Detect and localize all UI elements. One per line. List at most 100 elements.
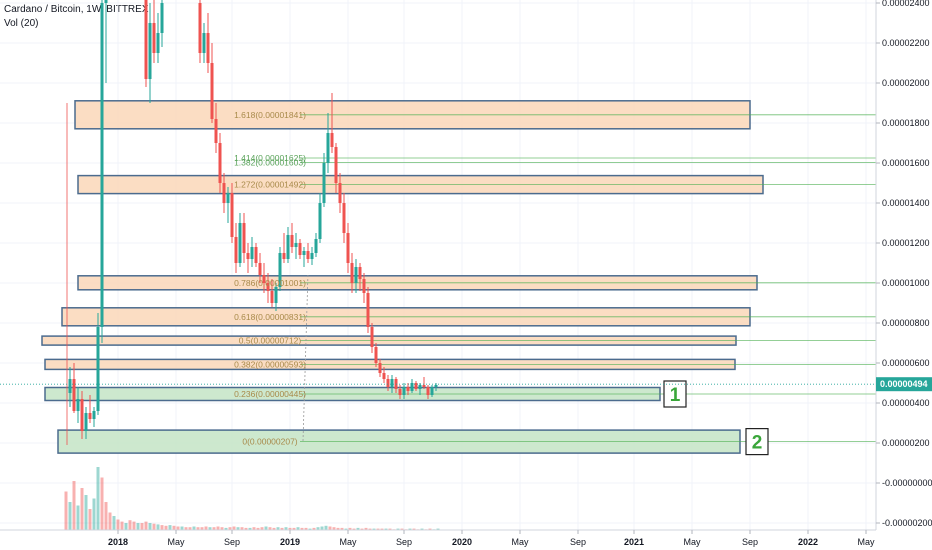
candle-down[interactable] (378, 363, 382, 373)
y-tick-label: 0.00001200 (882, 238, 930, 248)
candle-down[interactable] (374, 347, 378, 363)
candle-up[interactable] (76, 399, 80, 411)
candle-up[interactable] (286, 235, 290, 259)
candle-up[interactable] (418, 385, 422, 389)
candle-down[interactable] (198, 3, 202, 53)
candle-up[interactable] (274, 287, 278, 303)
volume-indicator-label[interactable]: Vol (20) (4, 18, 39, 29)
candle-down[interactable] (342, 203, 346, 233)
candle-down[interactable] (282, 253, 286, 259)
candle-down[interactable] (266, 283, 270, 291)
candle-up[interactable] (148, 23, 152, 79)
candle-up[interactable] (202, 33, 206, 53)
candle-down[interactable] (218, 143, 222, 183)
candle-up[interactable] (302, 251, 306, 255)
candle-down[interactable] (80, 399, 84, 431)
candle-down[interactable] (358, 267, 362, 279)
candle-up[interactable] (310, 253, 314, 259)
candle-up[interactable] (434, 385, 438, 387)
candle-up[interactable] (326, 133, 330, 163)
candle-up[interactable] (104, 0, 108, 3)
volume-bar (372, 528, 376, 530)
candle-up[interactable] (322, 163, 326, 203)
volume-bar (128, 520, 132, 530)
volume-bar (192, 526, 196, 530)
volume-bar (176, 526, 180, 530)
candle-up[interactable] (238, 223, 242, 263)
candle-down[interactable] (206, 33, 210, 63)
candle-down[interactable] (370, 327, 374, 347)
candle-down[interactable] (414, 383, 418, 389)
candle-up[interactable] (100, 3, 104, 327)
candle-up[interactable] (294, 243, 298, 247)
candle-down[interactable] (214, 119, 218, 143)
candle-up[interactable] (402, 387, 406, 395)
volume-bar (96, 467, 100, 530)
zone-marker-box[interactable] (745, 428, 769, 456)
candle-down[interactable] (422, 385, 426, 387)
candle-down[interactable] (72, 379, 76, 411)
candle-down[interactable] (350, 263, 354, 283)
candle-down[interactable] (222, 183, 226, 203)
volume-bar (108, 512, 112, 530)
candle-up[interactable] (160, 3, 164, 33)
volume-bar (132, 521, 136, 530)
candle-down[interactable] (242, 223, 246, 253)
candle-down[interactable] (346, 233, 350, 263)
candle-up[interactable] (68, 379, 72, 393)
candle-down[interactable] (234, 237, 238, 263)
volume-bar (240, 527, 244, 530)
candle-up[interactable] (92, 411, 96, 419)
current-price-tag[interactable] (876, 377, 932, 392)
candle-up[interactable] (354, 267, 358, 283)
candle-down[interactable] (426, 387, 430, 395)
candle-down[interactable] (406, 387, 410, 391)
volume-bar (228, 527, 232, 530)
volume-bar (340, 527, 344, 530)
candle-up[interactable] (96, 327, 100, 411)
candle-up[interactable] (250, 247, 254, 259)
candle-up[interactable] (318, 203, 322, 239)
candle-down[interactable] (258, 263, 262, 275)
candle-down[interactable] (262, 275, 266, 283)
volume-bar (280, 527, 284, 530)
candle-down[interactable] (88, 413, 92, 419)
candle-down[interactable] (290, 235, 294, 247)
y-tick-label: 0.00000400 (882, 398, 930, 408)
candle-up[interactable] (410, 383, 414, 391)
candle-down[interactable] (210, 63, 214, 119)
candle-up[interactable] (156, 33, 160, 53)
candle-down[interactable] (334, 147, 338, 183)
zone-marker-box[interactable] (663, 380, 687, 408)
candle-down[interactable] (366, 293, 370, 327)
volume-bar (248, 527, 252, 530)
candle-up[interactable] (314, 239, 318, 253)
candle-down[interactable] (382, 373, 386, 379)
candle-down[interactable] (152, 23, 156, 53)
x-tick-label: Sep (396, 537, 412, 547)
volume-bar (236, 527, 240, 530)
candle-down[interactable] (338, 183, 342, 203)
candle-down[interactable] (362, 279, 366, 293)
candle-up[interactable] (278, 253, 282, 287)
candle-down[interactable] (306, 251, 310, 259)
candle-down[interactable] (246, 253, 250, 259)
candle-down[interactable] (330, 133, 334, 147)
volume-bar (388, 528, 392, 530)
candle-down[interactable] (386, 379, 390, 387)
volume-bar (144, 521, 148, 530)
candle-up[interactable] (430, 387, 434, 395)
candle-up[interactable] (226, 193, 230, 203)
volume-bar (212, 527, 216, 530)
candle-up[interactable] (390, 379, 394, 387)
candle-down[interactable] (230, 193, 234, 237)
candle-down[interactable] (254, 247, 258, 263)
volume-bar (104, 502, 108, 530)
candle-down[interactable] (144, 0, 148, 79)
candle-down[interactable] (298, 243, 302, 255)
candle-down[interactable] (270, 291, 274, 303)
candle-down[interactable] (398, 389, 402, 395)
volume-bar (268, 527, 272, 530)
candle-up[interactable] (84, 413, 88, 431)
